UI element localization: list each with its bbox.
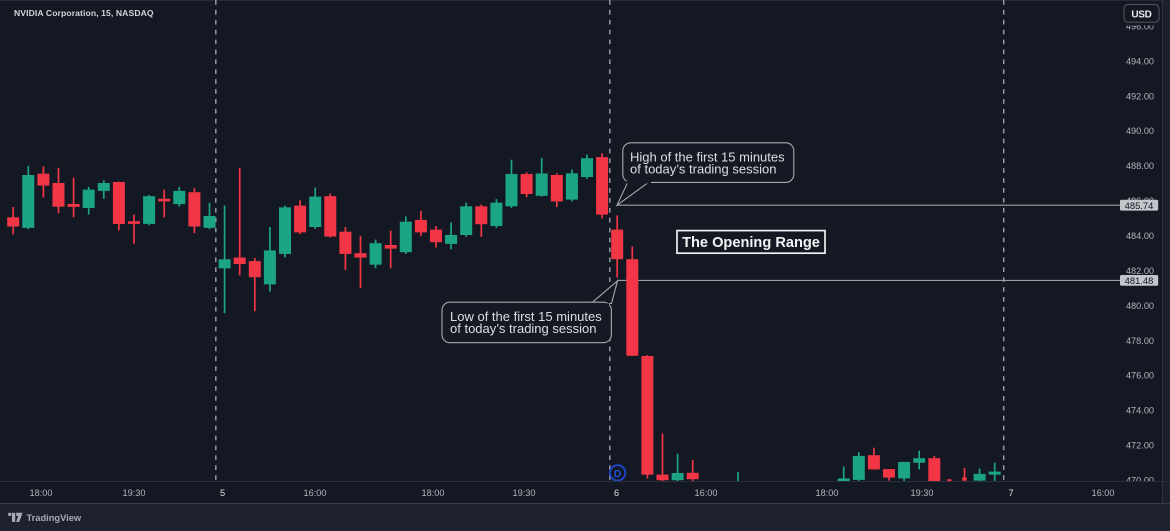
svg-text:16:00: 16:00 bbox=[304, 488, 327, 498]
svg-text:19:30: 19:30 bbox=[911, 488, 934, 498]
svg-text:478.00: 478.00 bbox=[1126, 336, 1154, 346]
svg-text:High of the first 15 minutes: High of the first 15 minutes bbox=[630, 150, 785, 165]
svg-text:18:00: 18:00 bbox=[422, 488, 445, 498]
svg-text:481.48: 481.48 bbox=[1125, 275, 1154, 286]
svg-text:472.00: 472.00 bbox=[1126, 441, 1154, 451]
svg-text:18:00: 18:00 bbox=[816, 488, 839, 498]
svg-text:The Opening Range: The Opening Range bbox=[682, 235, 820, 251]
svg-text:16:00: 16:00 bbox=[695, 488, 718, 498]
svg-text:470.00: 470.00 bbox=[1126, 475, 1154, 485]
svg-text:494.00: 494.00 bbox=[1126, 56, 1154, 66]
svg-text:of today’s trading session: of today’s trading session bbox=[630, 162, 776, 177]
svg-text:5: 5 bbox=[220, 488, 225, 498]
svg-text:484.00: 484.00 bbox=[1126, 231, 1154, 241]
svg-text:496.00: 496.00 bbox=[1126, 22, 1154, 32]
svg-text:USD: USD bbox=[1131, 9, 1151, 20]
svg-text:16:00: 16:00 bbox=[1092, 488, 1115, 498]
svg-text:474.00: 474.00 bbox=[1126, 406, 1154, 416]
svg-text:18:00: 18:00 bbox=[30, 488, 53, 498]
svg-text:480.00: 480.00 bbox=[1126, 301, 1154, 311]
svg-text:6: 6 bbox=[614, 488, 619, 498]
svg-text:TradingView: TradingView bbox=[27, 513, 82, 523]
svg-text:492.00: 492.00 bbox=[1126, 91, 1154, 101]
svg-text:485.74: 485.74 bbox=[1125, 200, 1154, 211]
svg-text:NVIDIA Corporation, 15, NASDAQ: NVIDIA Corporation, 15, NASDAQ bbox=[14, 8, 154, 18]
svg-text:Low of the first 15 minutes: Low of the first 15 minutes bbox=[450, 309, 602, 324]
svg-text:D: D bbox=[614, 469, 621, 480]
svg-text:of today’s trading session: of today’s trading session bbox=[450, 321, 596, 336]
svg-text:7: 7 bbox=[1008, 488, 1013, 498]
svg-text:490.00: 490.00 bbox=[1126, 126, 1154, 136]
svg-text:19:30: 19:30 bbox=[513, 488, 536, 498]
svg-text:476.00: 476.00 bbox=[1126, 371, 1154, 381]
svg-text:482.00: 482.00 bbox=[1126, 266, 1154, 276]
svg-text:488.00: 488.00 bbox=[1126, 161, 1154, 171]
svg-text:19:30: 19:30 bbox=[123, 488, 146, 498]
